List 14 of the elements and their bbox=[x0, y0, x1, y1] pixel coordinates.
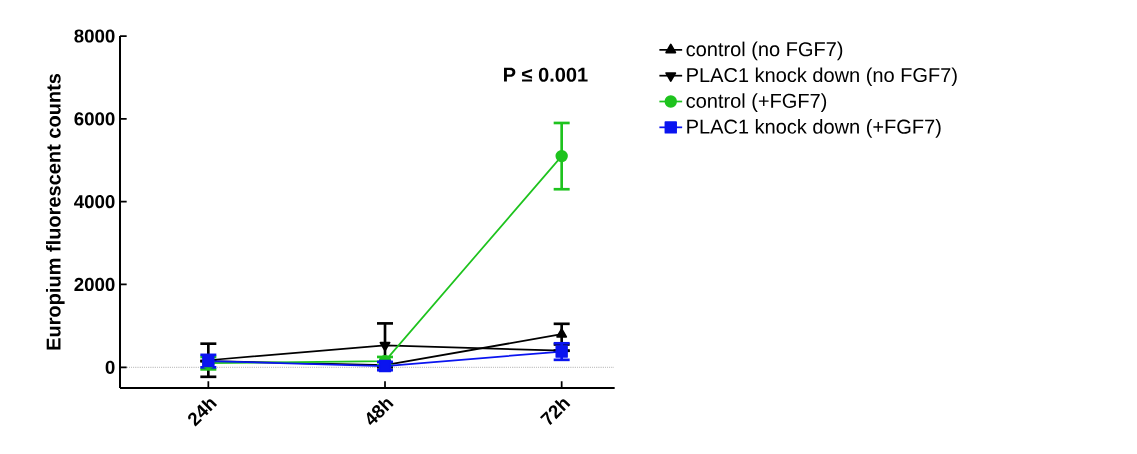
legend-label: control (+FGF7) bbox=[686, 93, 827, 112]
y-tick-label: 8000 bbox=[74, 29, 115, 43]
x-tick-label: 48h bbox=[366, 399, 394, 425]
y-tick-label: 6000 bbox=[74, 112, 115, 126]
x-tick-label: 24h bbox=[188, 399, 218, 427]
y-axis-title: Europium fluorescent counts bbox=[45, 73, 65, 350]
legend-label: control (no FGF7) bbox=[686, 41, 843, 61]
y-tick-label: 2000 bbox=[74, 277, 115, 292]
legend-label: PLAC1 knock down (+FGF7) bbox=[687, 119, 941, 138]
annotation: P ≤ 0.001 bbox=[504, 67, 588, 82]
y-tick-label: 0 bbox=[105, 360, 115, 374]
x-tick-label: 72h bbox=[539, 399, 571, 426]
legend-label: PLAC1 knock down (no FGF7) bbox=[687, 67, 957, 87]
y-tick-label: 4000 bbox=[74, 195, 115, 209]
